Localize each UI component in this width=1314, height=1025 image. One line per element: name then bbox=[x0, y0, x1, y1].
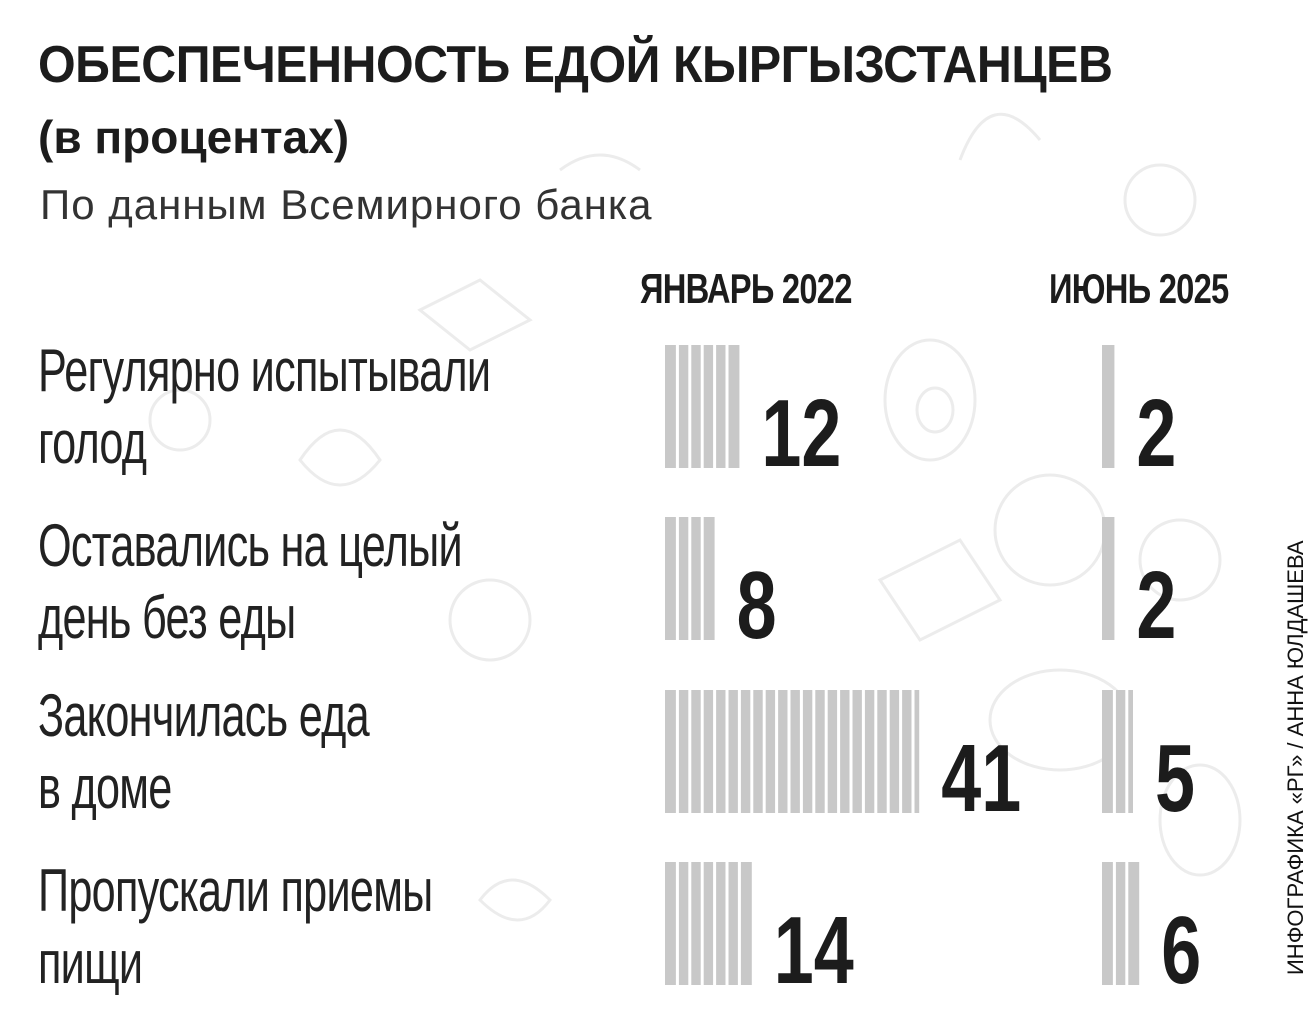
bar-january-2022-skipped-meals bbox=[665, 862, 752, 985]
bar-june-2025-skipped-meals bbox=[1102, 862, 1140, 985]
value-label-june-2025-skipped-meals: 6 bbox=[1161, 897, 1201, 1004]
legend-label-june-2025: ИЮНЬ 2025 bbox=[1049, 265, 1229, 312]
value-label-january-2022-food-ran-out: 41 bbox=[941, 725, 1021, 832]
bar-june-2025-hunger bbox=[1102, 345, 1115, 468]
value-label-june-2025-day-without-food: 2 bbox=[1136, 552, 1176, 659]
category-label-day-without-food: Оставались на целый день без еды bbox=[38, 512, 463, 651]
bar-june-2025-day-without-food bbox=[1102, 517, 1115, 640]
chart-title: ОБЕСПЕЧЕННОСТЬ ЕДОЙ КЫРГЫЗСТАНЦЕВ bbox=[38, 36, 1113, 94]
legend-label-january-2022: ЯНВАРЬ 2022 bbox=[640, 265, 852, 312]
credit-line: ИНФОГРАФИКА «РГ» / АННА ЮЛДАШЕВА bbox=[1283, 540, 1308, 975]
value-label-january-2022-hunger: 12 bbox=[761, 380, 841, 487]
value-label-january-2022-day-without-food: 8 bbox=[737, 552, 777, 659]
category-label-skipped-meals: Пропускали приемы пищи bbox=[38, 857, 433, 996]
value-label-june-2025-hunger: 2 bbox=[1136, 380, 1176, 487]
bar-june-2025-food-ran-out bbox=[1102, 690, 1133, 813]
chart-subtitle: (в процентах) bbox=[38, 111, 350, 163]
value-label-january-2022-skipped-meals: 14 bbox=[774, 897, 854, 1004]
data-source: По данным Всемирного банка bbox=[40, 181, 653, 228]
category-label-food-ran-out: Закончилась еда в доме bbox=[38, 682, 370, 821]
value-label-june-2025-food-ran-out: 5 bbox=[1155, 725, 1195, 832]
category-label-hunger: Регулярно испытывали голод bbox=[38, 337, 491, 476]
